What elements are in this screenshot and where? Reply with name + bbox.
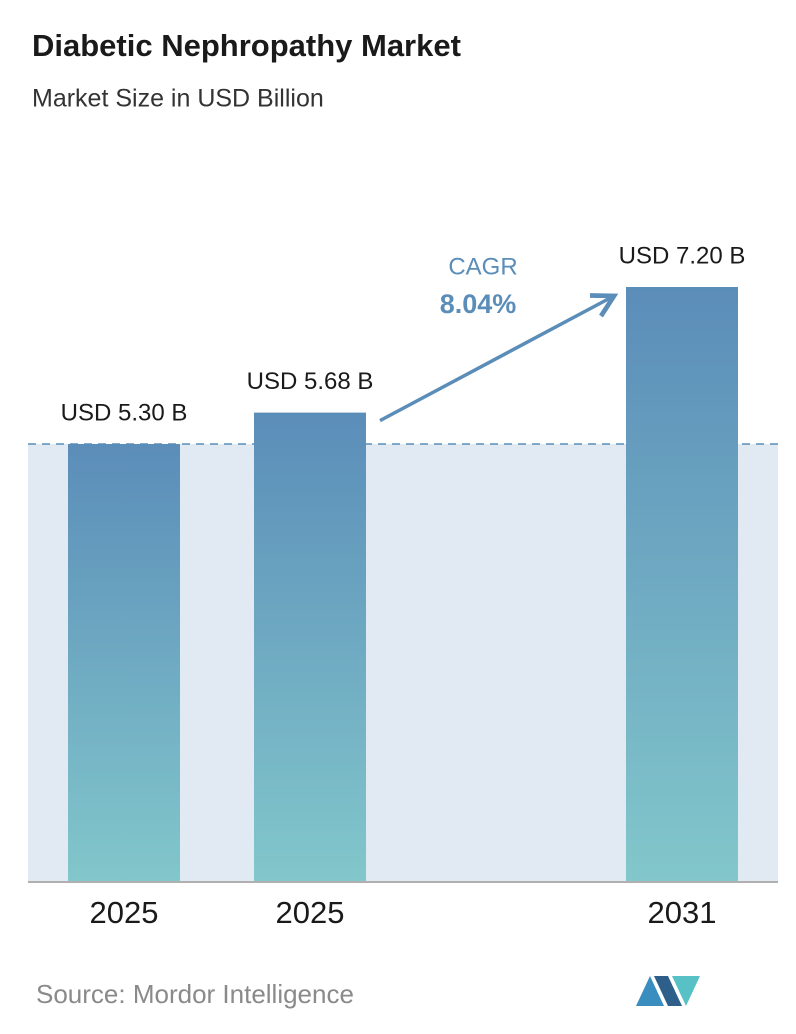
value-label: USD 5.68 B (247, 368, 374, 395)
x-tick-label: 2031 (648, 895, 717, 930)
logo (636, 976, 700, 1006)
chart-title: Diabetic Nephropathy Market (32, 28, 461, 63)
bars (68, 287, 738, 882)
bar (254, 412, 366, 882)
source: Source: Mordor Intelligence (36, 979, 354, 1009)
cagr-arrow (379, 297, 612, 423)
bar (626, 287, 738, 882)
cagr-label: CAGR (448, 253, 517, 280)
x-tick-label: 2025 (90, 895, 159, 930)
x-tick-label: 2025 (276, 895, 345, 930)
value-label: USD 5.30 B (61, 399, 188, 426)
cagr-value: 8.04% (440, 289, 517, 319)
chart-subtitle: Market Size in USD Billion (32, 85, 324, 113)
bar (68, 444, 180, 882)
value-label: USD 7.20 B (619, 242, 746, 269)
